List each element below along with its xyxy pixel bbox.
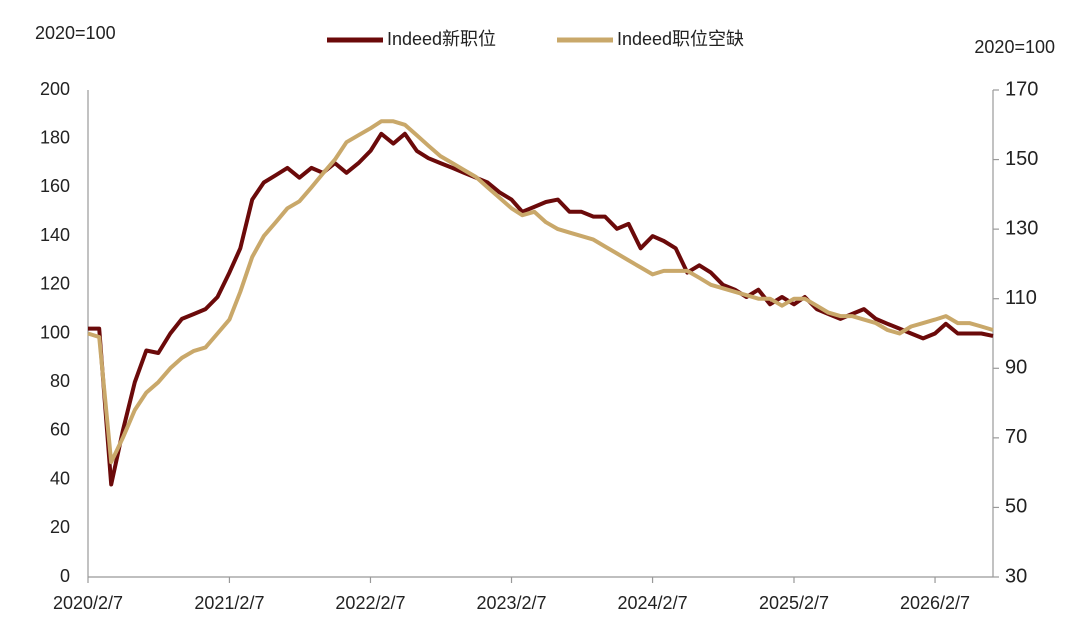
y-tick-label: 120 <box>40 274 70 294</box>
y-tick-label: 20 <box>50 517 70 537</box>
x-tick-label: 2021/2/7 <box>194 593 264 613</box>
x-tick-label: 2026/2/7 <box>900 593 970 613</box>
y-tick-label: 200 <box>40 79 70 99</box>
y2-tick-label: 30 <box>1005 565 1027 587</box>
y2-tick-label: 130 <box>1005 217 1038 239</box>
y-tick-label: 160 <box>40 176 70 196</box>
y-tick-label: 80 <box>50 371 70 391</box>
y2-tick-label: 170 <box>1005 78 1038 100</box>
y2-tick-label: 110 <box>1005 287 1037 309</box>
legend-label: Indeed职位空缺 <box>617 29 744 49</box>
y-tick-label: 100 <box>40 322 70 342</box>
y-tick-label: 180 <box>40 127 70 147</box>
y2-tick-label: 50 <box>1005 496 1027 518</box>
series-line <box>87 119 994 465</box>
x-tick-label: 2020/2/7 <box>53 593 123 613</box>
x-tick-label: 2022/2/7 <box>335 593 405 613</box>
legend-label: Indeed新职位 <box>387 29 496 49</box>
series-line <box>88 131 994 487</box>
y2-tick-label: 90 <box>1005 357 1027 379</box>
y-unit-label: 2020=100 <box>35 23 116 43</box>
y-tick-label: 140 <box>40 225 70 245</box>
y2-unit-label: 2020=100 <box>974 37 1055 57</box>
y-tick-label: 60 <box>50 420 70 440</box>
y2-tick-label: 150 <box>1005 148 1038 170</box>
x-tick-label: 2024/2/7 <box>618 593 688 613</box>
y2-tick-label: 70 <box>1005 426 1027 448</box>
x-tick-label: 2025/2/7 <box>759 593 829 613</box>
x-tick-label: 2023/2/7 <box>476 593 546 613</box>
y-tick-label: 40 <box>50 468 70 488</box>
y-tick-label: 0 <box>60 566 70 586</box>
